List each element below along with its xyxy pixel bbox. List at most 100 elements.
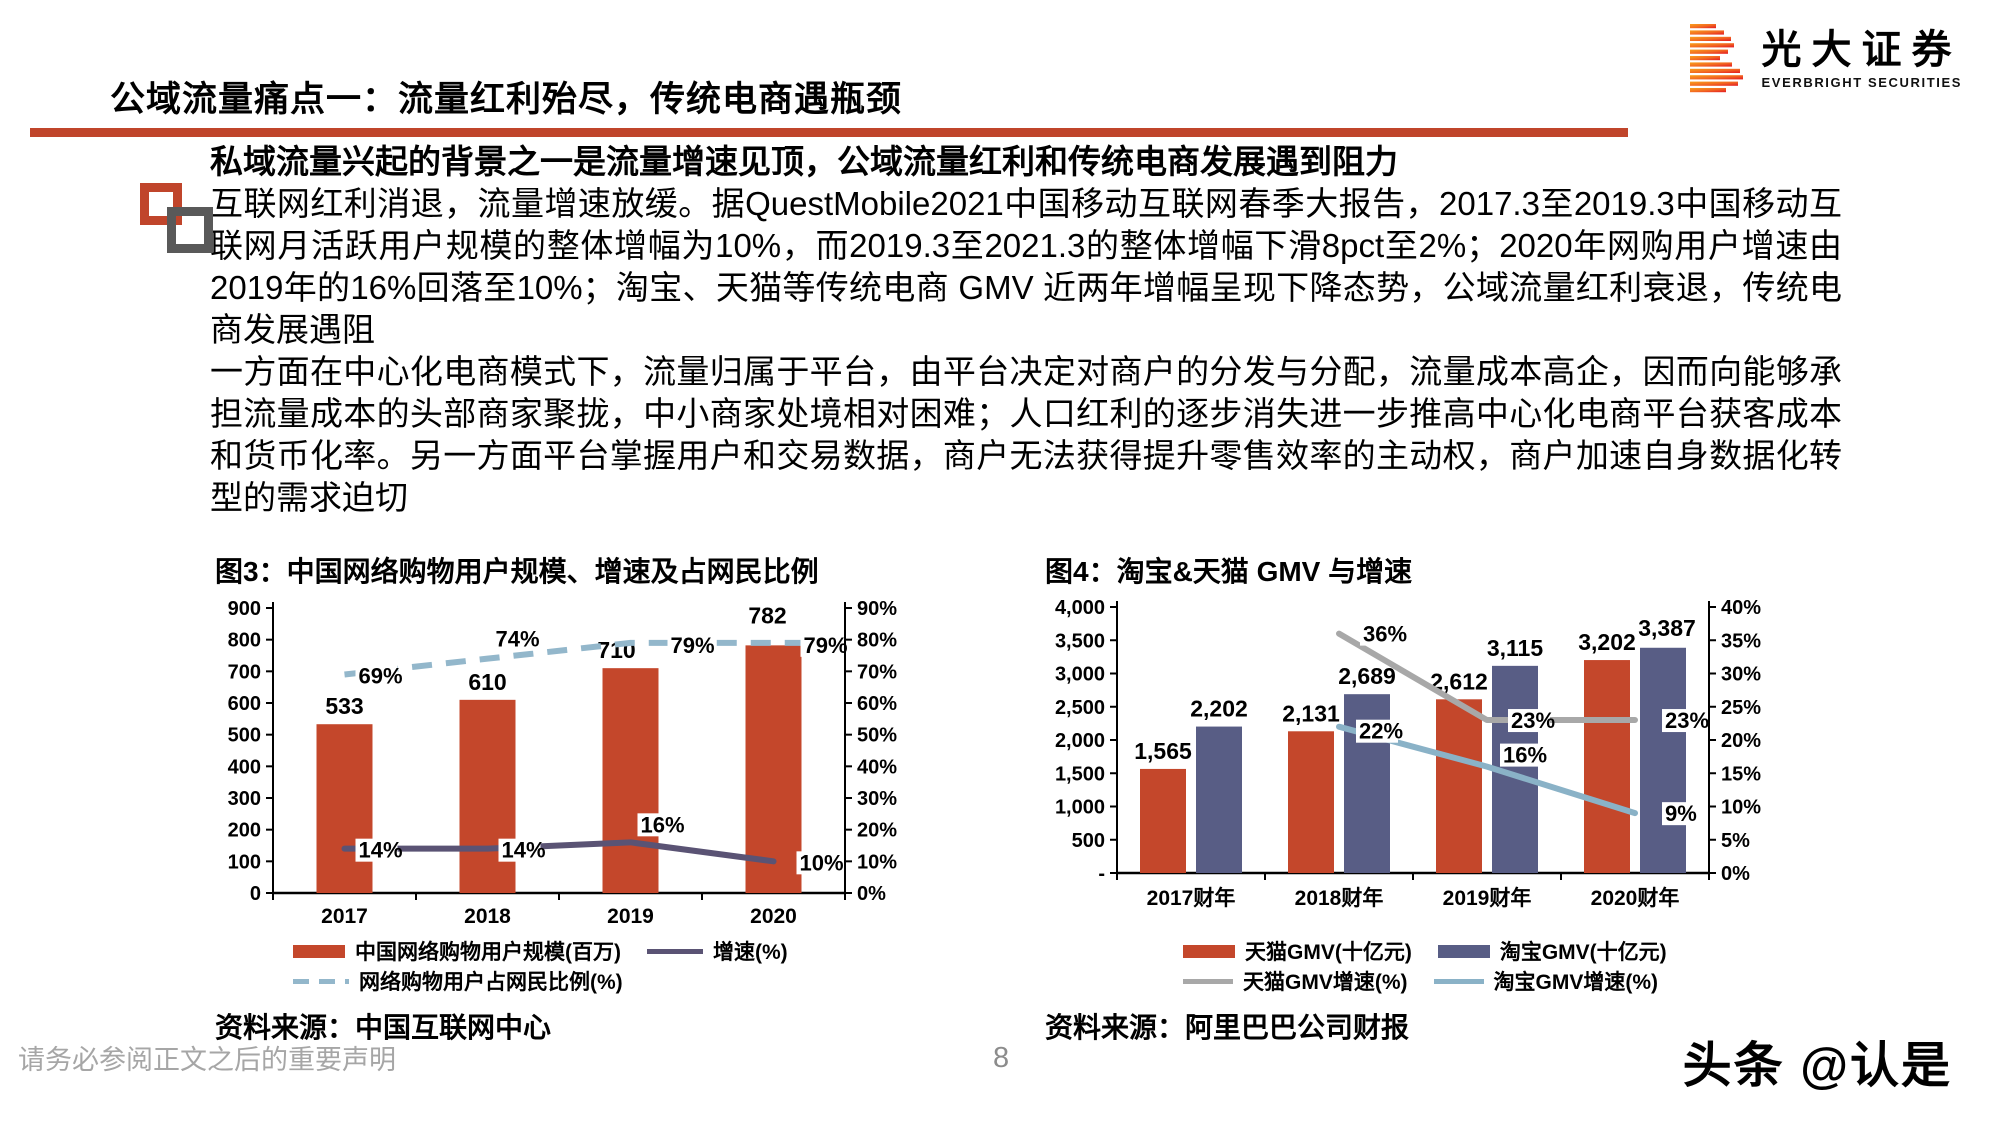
- svg-text:2019: 2019: [607, 905, 654, 928]
- legend-label: 天猫GMV增速(%): [1243, 971, 1408, 994]
- figure3-block: 图3：中国网络购物用户规模、增速及占网民比例 0 100 200 300 400 500 6…: [215, 550, 935, 1046]
- svg-text:500: 500: [1072, 830, 1105, 852]
- svg-text:20%: 20%: [1721, 730, 1761, 752]
- svg-text:3,202: 3,202: [1578, 629, 1636, 655]
- svg-text:69%: 69%: [359, 664, 403, 689]
- paragraph-2: 一方面在中心化电商模式下，流量归属于平台，由平台决定对商户的分发与分配，流量成本…: [210, 353, 1842, 516]
- figure4-title: 图4：淘宝&天猫 GMV 与增速: [1045, 556, 1413, 587]
- legend-item: 网络购物用户占网民比例(%): [293, 966, 623, 996]
- lead-sentence: 私域流量兴起的背景之一是流量增速见顶，公域流量红利和传统电商发展遇到阻力: [210, 143, 1398, 180]
- svg-text:14%: 14%: [502, 838, 546, 863]
- svg-text:10%: 10%: [857, 851, 897, 873]
- svg-text:5%: 5%: [1721, 830, 1750, 852]
- everbright-logo: 光大证券 EVERBRIGHT SECURITIES: [1689, 24, 1962, 94]
- svg-text:9%: 9%: [1665, 801, 1697, 826]
- legend-item: 中国网络购物用户规模(百万): [293, 936, 621, 966]
- svg-text:1,000: 1,000: [1055, 797, 1105, 819]
- figure4-source: 资料来源：阿里巴巴公司财报: [1045, 1012, 1410, 1043]
- svg-text:782: 782: [748, 602, 786, 628]
- legend-item: 淘宝GMV(十亿元): [1437, 936, 1667, 966]
- svg-text:3,000: 3,000: [1055, 664, 1105, 686]
- legend-item: 增速(%): [647, 936, 788, 966]
- logo-text-cn: 光大证券: [1761, 28, 1962, 72]
- svg-text:400: 400: [228, 756, 261, 778]
- legend-swatch-bar: [1183, 944, 1235, 958]
- figure3-source: 资料来源：中国互联网中心: [215, 1012, 552, 1043]
- svg-text:-: -: [1098, 863, 1105, 885]
- svg-text:16%: 16%: [641, 812, 685, 837]
- svg-text:610: 610: [468, 669, 506, 695]
- figure3-title: 图3：中国网络购物用户规模、增速及占网民比例: [215, 556, 819, 587]
- svg-text:2,131: 2,131: [1282, 700, 1340, 726]
- svg-text:0%: 0%: [857, 883, 886, 905]
- svg-text:2017财年: 2017财年: [1147, 886, 1236, 910]
- svg-text:74%: 74%: [496, 627, 540, 652]
- page-title: 公域流量痛点一：流量红利殆尽，传统电商遇瓶颈: [110, 80, 903, 120]
- svg-text:1,500: 1,500: [1055, 763, 1105, 785]
- legend-swatch-line: [647, 948, 703, 954]
- figure3-legend: 中国网络购物用户规模(百万) 增速(%) 网络购物用户占网民比例(%): [215, 936, 935, 996]
- svg-text:533: 533: [325, 693, 363, 719]
- svg-text:500: 500: [228, 725, 261, 747]
- svg-text:40%: 40%: [1721, 597, 1761, 619]
- svg-text:35%: 35%: [1721, 630, 1761, 652]
- svg-text:10%: 10%: [800, 850, 844, 875]
- everbright-logo-icon: [1689, 24, 1743, 93]
- svg-text:15%: 15%: [1721, 763, 1761, 785]
- svg-text:3,387: 3,387: [1638, 615, 1696, 641]
- page-number: 8: [993, 1042, 1010, 1074]
- legend-label: 网络购物用户占网民比例(%): [359, 971, 623, 994]
- charts-section: 图3：中国网络购物用户规模、增速及占网民比例 0 100 200 300 400 500 6…: [0, 550, 2000, 1043]
- svg-text:14%: 14%: [359, 838, 403, 863]
- svg-text:200: 200: [228, 820, 261, 842]
- svg-text:80%: 80%: [857, 630, 897, 652]
- svg-text:2,500: 2,500: [1055, 697, 1105, 719]
- svg-text:0: 0: [250, 883, 261, 905]
- svg-text:40%: 40%: [857, 756, 897, 778]
- svg-text:20%: 20%: [857, 820, 897, 842]
- disclaimer-text: 请务必参阅正文之后的重要声明: [18, 1045, 396, 1075]
- legend-swatch-line: [1433, 978, 1484, 984]
- svg-text:16%: 16%: [1503, 743, 1547, 768]
- svg-text:10%: 10%: [1721, 797, 1761, 819]
- svg-text:2,000: 2,000: [1055, 730, 1105, 752]
- svg-text:2018: 2018: [464, 905, 511, 928]
- figure4-chart: - 500 1,000 1,500 2,000 2,500 3,000 3,500 4,000 0…: [1055, 597, 1761, 910]
- figure3-chart: 0 100 200 300 400 500 600 700 800 900 0% 10% 20% 30% 4…: [228, 598, 898, 928]
- figure4-legend: 天猫GMV(十亿元) 淘宝GMV(十亿元) 天猫GMV增速(%) 淘宝GMV增速…: [1045, 936, 1790, 996]
- legend-item: 淘宝GMV增速(%): [1433, 966, 1658, 996]
- paragraph-1: 互联网红利消退，流量增速放缓。据QuestMobile2021中国移动互联网春季…: [210, 185, 1842, 348]
- svg-text:23%: 23%: [1511, 708, 1555, 733]
- svg-text:90%: 90%: [857, 598, 897, 620]
- svg-text:3,500: 3,500: [1055, 630, 1105, 652]
- svg-text:2,689: 2,689: [1338, 663, 1396, 689]
- body-text: 私域流量兴起的背景之一是流量增速见顶，公域流量红利和传统电商发展遇到阻力 互联网…: [210, 141, 1842, 519]
- svg-text:100: 100: [228, 851, 261, 873]
- svg-text:2017: 2017: [321, 905, 368, 928]
- svg-text:23%: 23%: [1665, 708, 1709, 733]
- overlapping-squares-icon: [140, 183, 182, 225]
- title-underline: [30, 128, 1628, 137]
- svg-text:60%: 60%: [857, 693, 897, 715]
- legend-label: 淘宝GMV(十亿元): [1499, 941, 1667, 964]
- svg-text:300: 300: [228, 788, 261, 810]
- svg-text:36%: 36%: [1363, 622, 1407, 647]
- svg-text:4,000: 4,000: [1055, 597, 1105, 619]
- svg-text:800: 800: [228, 630, 261, 652]
- svg-text:30%: 30%: [857, 788, 897, 810]
- legend-swatch-bar: [293, 944, 345, 958]
- svg-text:2,202: 2,202: [1190, 696, 1248, 722]
- svg-text:700: 700: [228, 661, 261, 683]
- legend-item: 天猫GMV增速(%): [1183, 966, 1408, 996]
- legend-item: 天猫GMV(十亿元): [1183, 936, 1412, 966]
- watermark-text: 头条 @认是: [1682, 1039, 1952, 1093]
- svg-text:2019财年: 2019财年: [1443, 886, 1532, 910]
- svg-text:900: 900: [228, 598, 261, 620]
- svg-text:30%: 30%: [1721, 664, 1761, 686]
- legend-swatch-dashed-line: [293, 978, 349, 984]
- legend-swatch-line: [1183, 978, 1233, 984]
- svg-text:79%: 79%: [671, 633, 715, 658]
- svg-text:2018财年: 2018财年: [1295, 886, 1384, 910]
- logo-text-en: EVERBRIGHT SECURITIES: [1761, 75, 1962, 90]
